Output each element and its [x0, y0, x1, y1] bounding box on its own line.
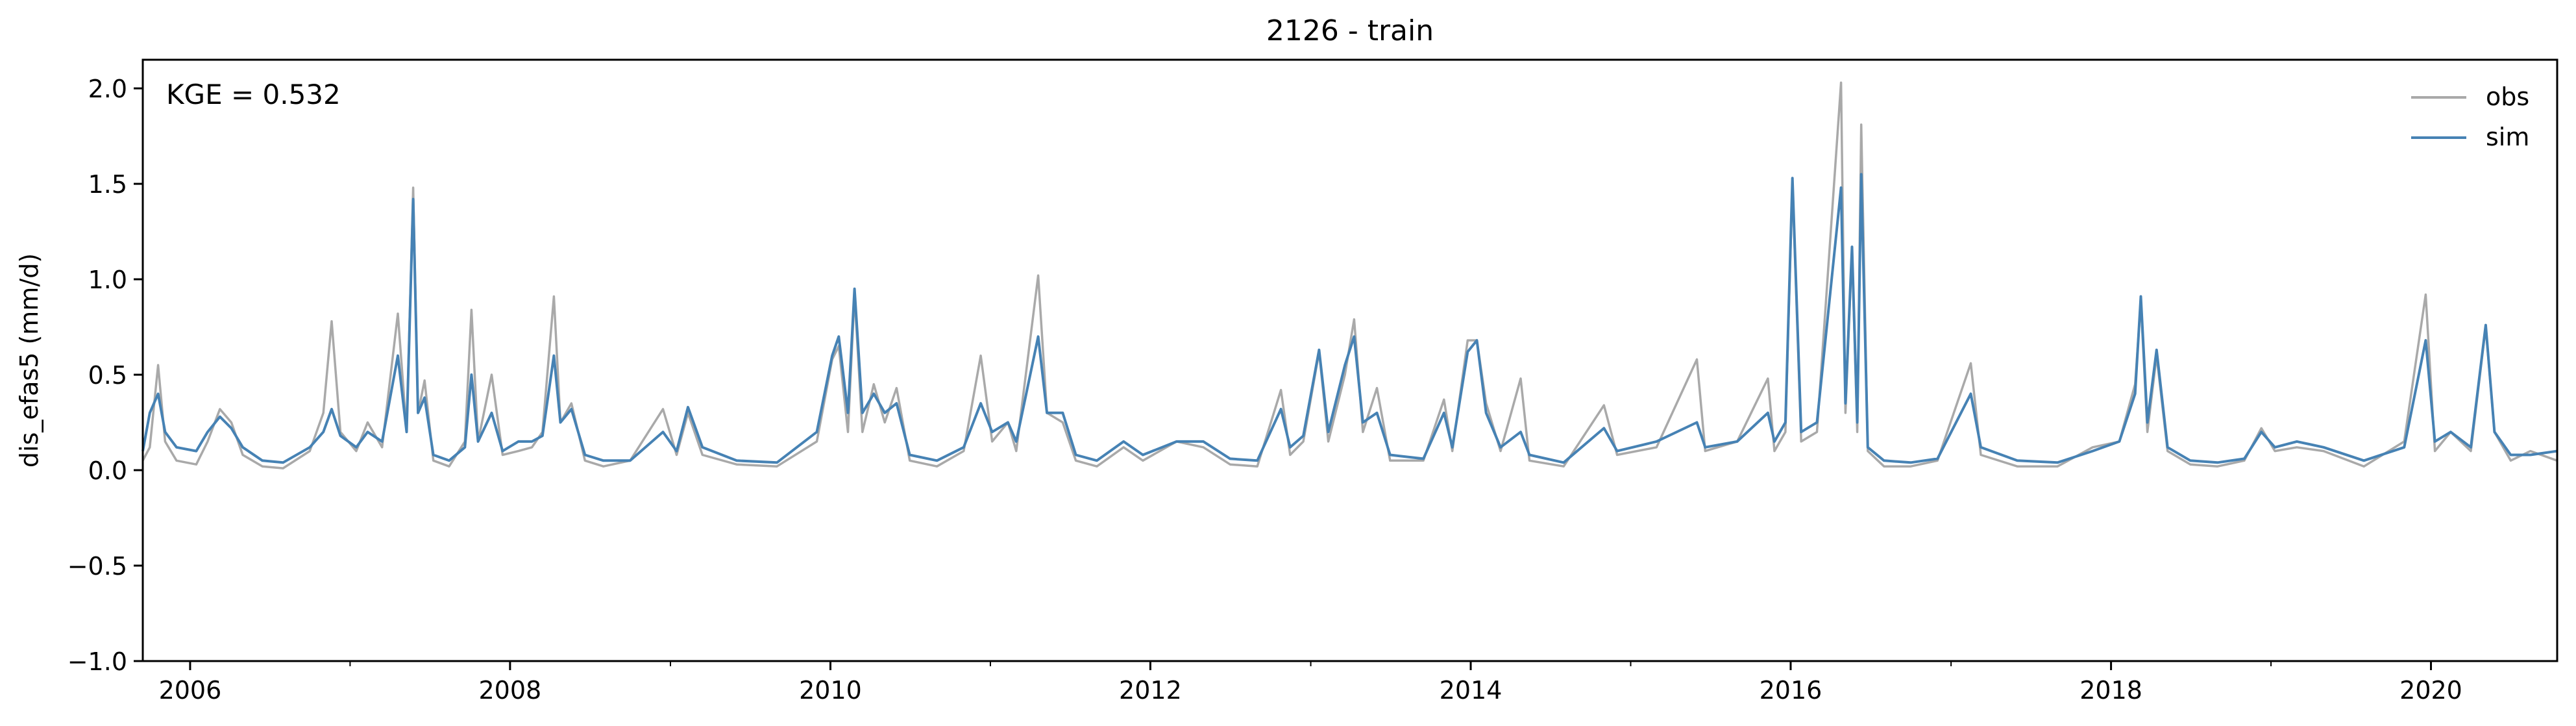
x-axis: 2006 2008 2010 2012 2014 2016 2018 2020 [159, 661, 2462, 705]
x-tick-label: 2010 [799, 676, 862, 705]
y-axis-label: dis_efas5 (mm/d) [15, 253, 43, 468]
legend-label-sim: sim [2486, 123, 2529, 151]
x-tick-label: 2016 [1760, 676, 1822, 705]
y-tick-label: 0.5 [88, 361, 127, 390]
y-axis: −1.0 −0.5 0.0 0.5 1.0 1.5 2.0 [67, 75, 143, 676]
y-tick-label: −1.0 [67, 647, 127, 676]
chart-title: 2126 - train [1266, 14, 1434, 47]
plot-area [141, 58, 2558, 662]
y-tick-label: 1.0 [88, 266, 127, 294]
x-tick-label: 2014 [1440, 676, 1503, 705]
y-tick-label: −0.5 [67, 552, 127, 581]
x-tick-label: 2012 [1119, 676, 1182, 705]
y-tick-label: 0.0 [88, 457, 127, 485]
series-layer [141, 81, 2558, 469]
kge-annotation: KGE = 0.532 [166, 79, 341, 110]
x-tick-label: 2020 [2399, 676, 2462, 705]
series-line-sim [141, 173, 2558, 464]
x-tick-label: 2006 [159, 676, 222, 705]
legend-label-obs: obs [2486, 82, 2529, 111]
y-tick-label: 1.5 [88, 170, 127, 199]
x-tick-label: 2008 [479, 676, 542, 705]
y-tick-label: 2.0 [88, 75, 127, 103]
x-tick-label: 2018 [2079, 676, 2142, 705]
legend: obs sim [2411, 82, 2529, 151]
axes-frame [141, 58, 2558, 662]
